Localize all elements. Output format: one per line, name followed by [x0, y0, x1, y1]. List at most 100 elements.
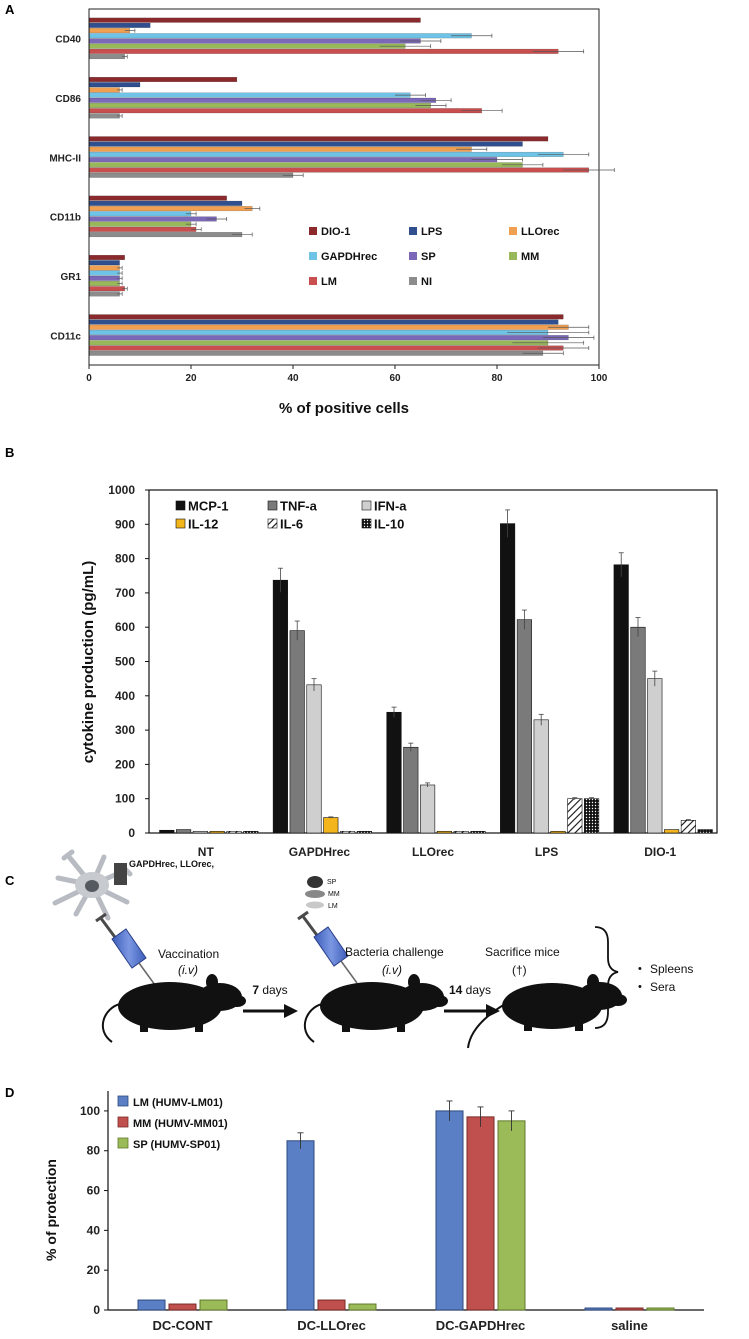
mouse-icon-1 [101, 974, 246, 1043]
bar-dc-cont-lm-humv-lm01 [137, 1299, 166, 1311]
panel-d-y-axis-title: % of protection [43, 1159, 59, 1261]
panel-b-legend: MCP-1 TNF-a IFN-a IL-12 IL-6 IL-10 [175, 499, 407, 532]
category-label-cd11b: CD11b [50, 213, 81, 224]
bar-nt-il-6 [226, 830, 242, 834]
bar-llorec-il-6 [453, 830, 469, 834]
bar-cd11b-lm [89, 226, 197, 232]
legend-swatch-ifn-a [361, 500, 372, 511]
bar-lps-ifn-a [533, 719, 549, 834]
bar-dc-gapdhrec-lm-humv-lm01 [435, 1110, 464, 1311]
bar-cd40-sp [89, 38, 421, 44]
bar-saline-lm-humv-lm01 [584, 1307, 613, 1311]
legend-label-dio-1: DIO-1 [321, 226, 350, 238]
bar-dio-1-il-6 [680, 820, 696, 834]
brace-icon [594, 926, 619, 1029]
outcome-sera: Sera [650, 980, 676, 994]
panel-a-category-labels: CD40 CD86 MHC-II CD11b GR1 CD11c [49, 35, 81, 343]
bar-cd11b-ni [89, 232, 243, 238]
bar-gapdhrec-il-10 [356, 830, 372, 834]
antigen-vial-icon [114, 863, 127, 885]
y-tick-label-200: 200 [115, 757, 135, 771]
legend-label-tnf-a: TNF-a [280, 499, 318, 514]
step3-label: Sacrifice mice [485, 945, 560, 959]
y-tick-label-400: 400 [115, 689, 135, 703]
y-tick-label-40: 40 [87, 1223, 101, 1237]
x-tick-label-40: 40 [287, 373, 299, 384]
bar-llorec-mcp-1 [386, 711, 402, 834]
bar-mhc-ii-mm [89, 162, 523, 168]
arrow-icon-2 [444, 1004, 500, 1018]
legend-swatch-sp-humv-sp01 [117, 1137, 129, 1149]
bar-dio-1-tnf-a [630, 626, 646, 834]
bar-saline-mm-humv-mm01 [615, 1307, 644, 1311]
bar-dc-llorec-sp-humv-sp01 [348, 1303, 377, 1311]
bar-cd11c-lps [89, 319, 559, 325]
legend-label-ifn-a: IFN-a [374, 499, 407, 514]
bar-cd11c-ni [89, 350, 544, 356]
bar-cd11c-mm [89, 340, 549, 346]
bar-dio-1-il-10 [697, 829, 713, 834]
legend-label-mm: MM [521, 251, 539, 263]
legend-label-sp: SP [421, 251, 436, 263]
bar-cd40-llorec [89, 28, 130, 34]
bar-cd11b-sp [89, 216, 217, 222]
legend-label-lps: LPS [421, 226, 442, 238]
mouse-icon-3 [467, 974, 627, 1049]
bar-gapdhrec-ifn-a [306, 684, 322, 834]
bacteria-label-2: MM [328, 891, 340, 898]
bar-cd86-llorec [89, 87, 120, 93]
bar-nt-tnf-a [176, 829, 192, 834]
bar-mhc-ii-ni [89, 172, 294, 178]
panel-d-legend: LM (HUMV-LM01) MM (HUMV-MM01) SP (HUMV-SP0… [117, 1095, 228, 1151]
step2-label: Bacteria challenge [345, 945, 444, 959]
bar-nt-mcp-1 [159, 829, 175, 834]
bar-lps-il-12 [550, 830, 566, 834]
bar-llorec-il-12 [436, 830, 452, 834]
syringe-icon-challenge [297, 910, 358, 984]
legend-swatch-gapdhrec [309, 252, 317, 260]
bar-dc-llorec-lm-humv-lm01 [286, 1140, 315, 1311]
y-tick-label-0: 0 [93, 1303, 100, 1317]
outcome-spleens: Spleens [650, 962, 693, 976]
legend-swatch-lps [409, 227, 417, 235]
x-tick-label-20: 20 [185, 373, 197, 384]
bar-gr1-dio-1 [89, 254, 125, 260]
bar-nt-il-10 [243, 830, 259, 834]
x-tick-label-80: 80 [491, 373, 503, 384]
category-label-saline: saline [611, 1318, 648, 1333]
panel-a-plot-frame [88, 8, 600, 366]
bar-cd11b-lps [89, 200, 243, 206]
bar-gapdhrec-mcp-1 [272, 579, 288, 834]
bar-cd40-ni [89, 54, 125, 60]
panel-a-x-axis-title: % of positive cells [279, 400, 409, 417]
bar-dc-cont-sp-humv-sp01 [199, 1299, 228, 1311]
bar-cd86-ni [89, 113, 120, 119]
bar-dc-gapdhrec-sp-humv-sp01 [497, 1120, 526, 1311]
panel-b-y-axis-title: cytokine production (pg/mL) [80, 561, 97, 764]
panel-d-chart: 0 20 40 60 80 100 DC-CONT DC-LLOrec DC-GAPDHrec… [43, 1091, 704, 1333]
category-label-dc-gapdhrec: DC-GAPDHrec [436, 1318, 526, 1333]
panel-a-letter: A [5, 2, 15, 17]
bar-lps-il-6 [567, 798, 583, 834]
y-tick-label-60: 60 [87, 1184, 101, 1198]
bar-gapdhrec-il-12 [323, 817, 339, 834]
bacteria-label-1: SP [327, 879, 337, 886]
legend-swatch-lm [309, 277, 317, 285]
interval1-label: 7 days [252, 983, 287, 997]
y-tick-label-600: 600 [115, 620, 135, 634]
bar-cd40-mm [89, 43, 406, 49]
y-tick-label-100: 100 [80, 1104, 100, 1118]
bar-cd86-lm [89, 108, 482, 114]
step2-route: (i.v) [382, 963, 402, 977]
y-tick-label-20: 20 [87, 1263, 101, 1277]
legend-label-sp-humv-sp01: SP (HUMV-SP01) [133, 1139, 221, 1151]
legend-label-il-6: IL-6 [280, 517, 303, 532]
legend-label-lm-humv-lm01: LM (HUMV-LM01) [133, 1097, 223, 1109]
legend-swatch-lm-humv-lm01 [117, 1095, 129, 1107]
interval2-label: 14 days [449, 983, 491, 997]
panel-a-legend: DIO-1 LPS LLOrec GAPDHrec SP MM LM NI [309, 226, 560, 288]
bar-cd40-gapdhrec [89, 33, 472, 39]
bar-lps-mcp-1 [500, 523, 516, 834]
legend-label-mcp-1: MCP-1 [188, 499, 228, 514]
